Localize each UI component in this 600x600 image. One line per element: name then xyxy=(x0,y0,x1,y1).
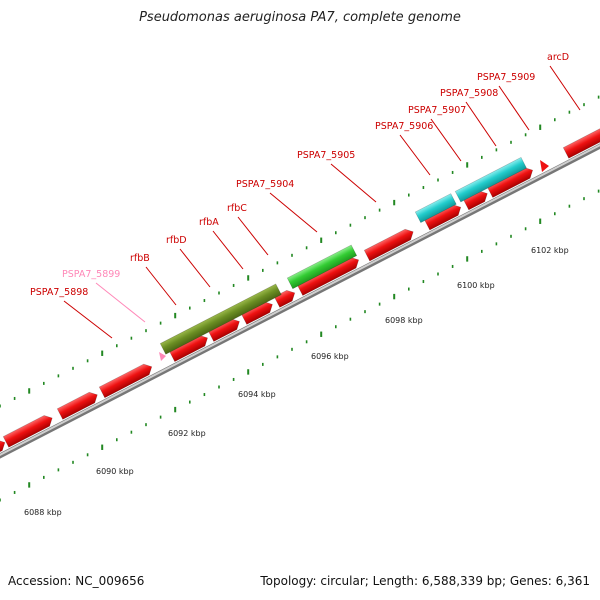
label-leader-line xyxy=(212,230,244,270)
gene-label[interactable]: rfbA xyxy=(199,217,219,228)
gene-arrow xyxy=(56,391,98,420)
label-leader-line xyxy=(179,248,211,288)
operon-band-cyan xyxy=(454,157,527,203)
gene-track xyxy=(0,127,600,462)
gene-label[interactable]: PSPA7_5904 xyxy=(236,179,294,190)
genome-backbone xyxy=(0,143,600,459)
gene-label[interactable]: PSPA7_5906 xyxy=(375,121,433,132)
gene-label[interactable]: arcD xyxy=(547,52,569,63)
label-leader-line xyxy=(63,300,113,339)
kbp-label: 6092 kbp xyxy=(168,429,206,438)
gene-arrow xyxy=(363,228,414,262)
lower-tick-row xyxy=(0,189,600,502)
kbp-label: 6100 kbp xyxy=(457,281,495,290)
label-leader-line xyxy=(430,118,462,162)
label-leader-line xyxy=(330,163,377,203)
gene-arrow xyxy=(0,439,6,462)
gene-label[interactable]: PSPA7_5898 xyxy=(30,287,88,298)
accession-text: Accession: NC_009656 xyxy=(8,574,145,588)
kbp-label: 6094 kbp xyxy=(238,390,276,399)
label-leader-line xyxy=(549,65,581,111)
upper-tick-row xyxy=(0,95,600,408)
operon-band-olive xyxy=(159,283,282,355)
gene-label[interactable]: rfbD xyxy=(166,235,187,246)
kbp-label: 6096 kbp xyxy=(311,352,349,361)
gene-label[interactable]: PSPA7_5899 xyxy=(62,269,120,280)
gene-label[interactable]: PSPA7_5905 xyxy=(297,150,355,161)
kbp-scale: 6088 kbp 6090 kbp 6092 kbp 6094 kbp 6096 kbp… xyxy=(24,246,569,517)
gene-label[interactable]: rfbB xyxy=(130,253,150,264)
gene-label[interactable]: PSPA7_5907 xyxy=(408,105,466,116)
gene-arrow xyxy=(2,415,53,448)
operon-band-green xyxy=(286,244,358,290)
label-leader-line xyxy=(145,266,177,306)
label-leader-line xyxy=(237,216,269,256)
label-leader-line xyxy=(95,282,146,323)
kbp-label: 6088 kbp xyxy=(24,508,62,517)
label-leader-line xyxy=(498,85,530,131)
kbp-label: 6090 kbp xyxy=(96,467,134,476)
label-leader-line xyxy=(399,134,431,176)
operon-band-cyan xyxy=(414,193,457,224)
label-leader-line xyxy=(269,192,318,233)
gene-labels: PSPA7_5898 PSPA7_5899 rfbB rfbD rfbA rfbC PSPA… xyxy=(30,52,569,298)
small-gene-marker xyxy=(159,352,166,361)
label-leaders xyxy=(63,65,581,339)
gene-label[interactable]: rfbC xyxy=(227,203,247,214)
gene-label[interactable]: PSPA7_5908 xyxy=(440,88,498,99)
kbp-label: 6098 kbp xyxy=(385,316,423,325)
label-leader-line xyxy=(465,101,497,147)
gene-arrow xyxy=(98,363,153,399)
gene-label[interactable]: PSPA7_5909 xyxy=(477,72,535,83)
genome-stats-text: Topology: circular; Length: 6,588,339 bp… xyxy=(260,574,590,588)
kbp-label: 6102 kbp xyxy=(531,246,569,255)
small-gene-marker xyxy=(540,160,549,172)
page-title: Pseudomonas aeruginosa PA7, complete gen… xyxy=(139,10,461,25)
gene-arrow xyxy=(562,127,600,159)
